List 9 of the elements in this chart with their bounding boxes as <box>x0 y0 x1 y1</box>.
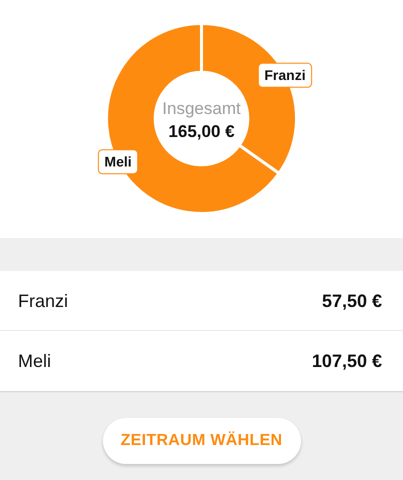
text: 165,00 € <box>168 122 236 142</box>
slice-label: Franzi <box>264 67 306 84</box>
slice-label: Meli <box>104 154 132 170</box>
text: Insgesamt <box>162 99 241 118</box>
text: ZEITRAUM WÄHLEN <box>120 430 284 451</box>
text: 107,50 € <box>312 350 382 372</box>
text: Franzi <box>18 290 68 312</box>
text: 57,50 € <box>322 290 382 312</box>
text: Meli <box>18 350 52 372</box>
